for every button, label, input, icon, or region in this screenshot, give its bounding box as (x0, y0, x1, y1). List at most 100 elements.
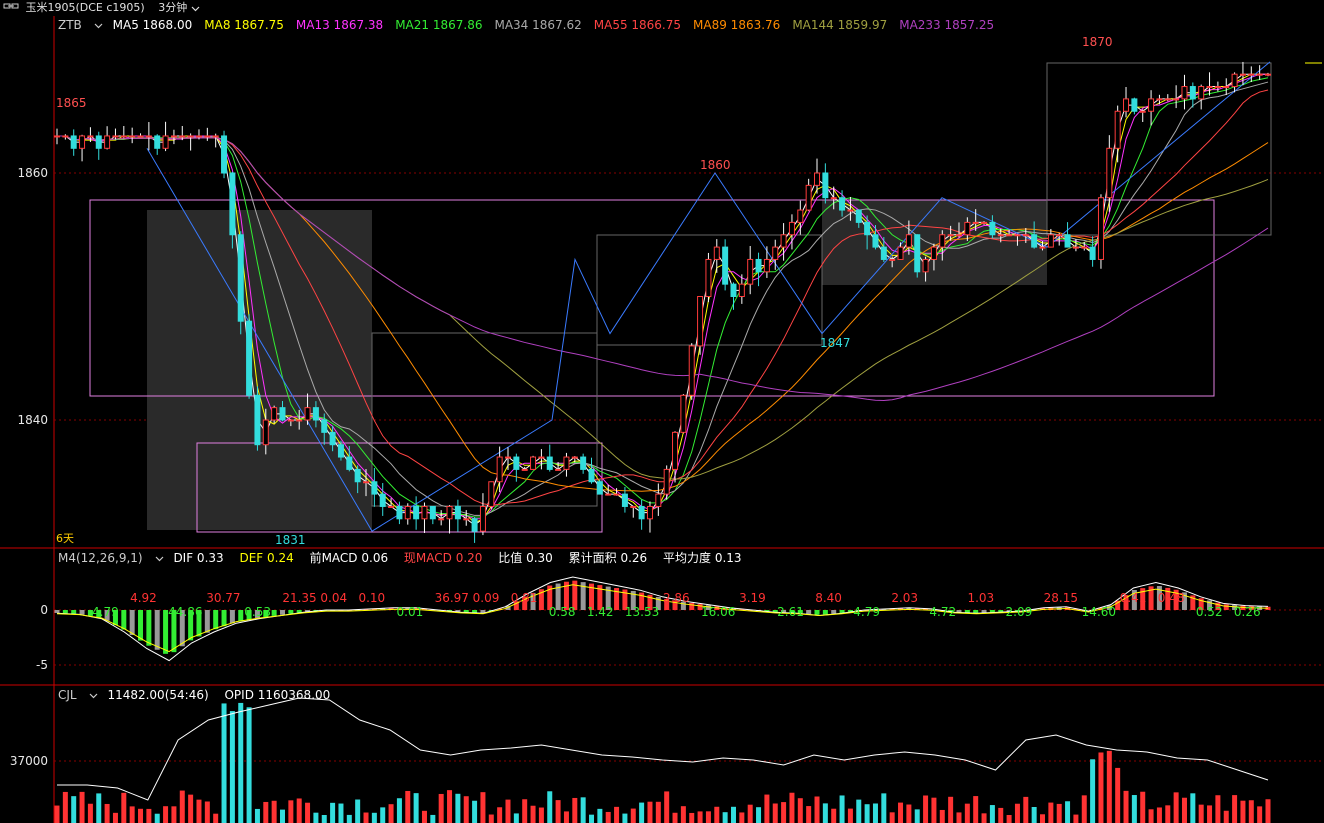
candle-body (588, 468, 595, 483)
volume-bar (338, 803, 344, 823)
candle-body (864, 221, 871, 236)
macd-bar (171, 610, 177, 653)
volume-bar (271, 800, 277, 823)
macd-bar (931, 609, 937, 611)
volume-bar (1048, 802, 1054, 823)
macd-bar (864, 609, 870, 611)
volume-bar (246, 707, 252, 823)
volume-bar (79, 791, 85, 823)
volume-bar (764, 794, 770, 823)
instrument-name: 玉米1905(DCE c1905) (25, 1, 145, 14)
macd-bar (421, 608, 427, 610)
annotation-high-left: 1865 (56, 96, 87, 110)
candle-body (780, 234, 787, 248)
macd-bar (1106, 605, 1112, 610)
macd-bar (764, 610, 770, 612)
macd-bar (371, 608, 377, 610)
link-icon[interactable] (3, 0, 19, 16)
macd-bar (597, 585, 603, 610)
candle-body (1047, 234, 1054, 248)
macd-bar (1215, 602, 1221, 610)
volume-bar (513, 813, 519, 823)
volume-bar (146, 808, 152, 823)
macd-area-label: 2.86 (663, 591, 690, 605)
volume-legend: CJL 11482.00(54:46) OPID 1160368.00 (58, 687, 342, 703)
volume-bar (555, 800, 561, 823)
period-selector[interactable]: 3分钟 (158, 0, 200, 16)
volume-bar (447, 790, 453, 823)
volume-bar (104, 803, 110, 823)
volume-bar (254, 808, 260, 823)
macd-bar (797, 610, 803, 614)
opid-value: OPID 1160368.00 (224, 688, 331, 702)
volume-bar (305, 802, 311, 823)
volume-bar (138, 808, 144, 823)
candle-body (446, 505, 453, 520)
macd-selector[interactable]: M4(12,26,9,1) (58, 551, 164, 565)
volume-selector[interactable]: CJL (58, 688, 98, 702)
ma-legend-ma8: MA8 1867.75 (204, 18, 284, 32)
volume-bar (964, 803, 970, 823)
candle-body (388, 505, 395, 508)
volume-bar (121, 792, 127, 823)
volume-bar (714, 806, 720, 823)
macd-bar (923, 608, 929, 610)
macd-tick-0: 0 (40, 603, 48, 617)
opid-polyline (57, 697, 1269, 801)
volume-bar (313, 812, 319, 823)
candle-body (788, 221, 795, 236)
candle-body (1156, 98, 1163, 101)
macd-bar (1123, 595, 1129, 610)
volume-bar (346, 814, 352, 823)
candle-body (137, 135, 144, 138)
candle-body (905, 234, 912, 248)
volume-bar (1181, 797, 1187, 823)
volume-bar (1156, 807, 1162, 823)
macd-area-label: 2.09 (1006, 605, 1033, 619)
macd-bar (956, 610, 962, 613)
candle-body (154, 135, 161, 149)
volume-bar (204, 801, 210, 823)
volume-bar (1257, 806, 1263, 823)
macd-area-label: 1.03 (967, 591, 994, 605)
macd-bar (580, 582, 586, 610)
candle-body (1139, 110, 1146, 113)
candle-body (747, 258, 754, 285)
volume-bar (914, 809, 920, 823)
candle-body (1089, 246, 1096, 260)
volume-bar (856, 799, 862, 823)
ma-legend-ma89: MA89 1863.76 (693, 18, 781, 32)
volume-bar (1081, 795, 1087, 823)
macd-name: M4(12,26,9,1) (58, 551, 143, 565)
candle-body (187, 135, 194, 138)
candle-body (304, 407, 311, 421)
candles-group (54, 61, 1271, 543)
macd-bar (497, 608, 503, 610)
candle-body (513, 456, 520, 470)
candle-body (162, 135, 169, 149)
macd-bar (463, 610, 469, 613)
volume-bar (973, 796, 979, 823)
candle-body (54, 135, 60, 138)
candle-body (229, 172, 236, 236)
macd-bar (739, 609, 745, 611)
macd-bar (472, 610, 478, 613)
volume-bar (1165, 805, 1171, 823)
candle-body (1239, 73, 1246, 76)
macd-area-label: 0.48 (1158, 591, 1185, 605)
volume-bar (522, 799, 528, 823)
candle-body (1056, 234, 1063, 237)
volume-bar (1123, 790, 1129, 823)
macd-area-label: 8.40 (815, 591, 842, 605)
ma-legend-ma144: MA144 1859.97 (792, 18, 888, 32)
candle-body (1256, 73, 1263, 76)
candlestick-chart[interactable]: 1865 1831 1860 1847 1870 6天 4.79 4.92 44.8… (0, 16, 1324, 823)
zone-boxes (89, 62, 1272, 533)
candle-body (530, 456, 537, 470)
macd-bar (380, 608, 386, 610)
indicator-selector[interactable]: ZTB (58, 18, 103, 32)
candle-body (1131, 98, 1138, 112)
volume-bar (881, 793, 887, 823)
volume-bar (697, 811, 703, 823)
candle-body (972, 221, 979, 224)
